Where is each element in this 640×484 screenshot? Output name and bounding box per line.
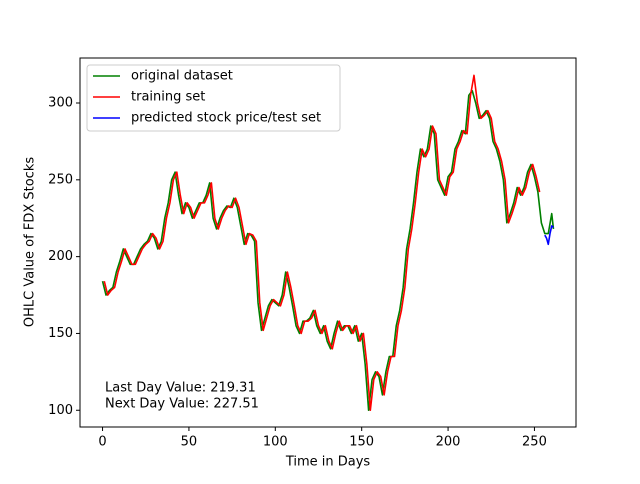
series-line [544, 225, 554, 246]
x-tick-label: 150 [349, 435, 374, 450]
x-tick-label: 50 [181, 435, 198, 450]
x-axis-label: Time in Days [285, 455, 371, 470]
y-tick-label: 300 [48, 96, 73, 111]
legend-label: original dataset [131, 69, 233, 84]
legend-label: training set [131, 90, 205, 105]
y-tick-label: 150 [48, 326, 73, 341]
y-tick-label: 250 [48, 172, 73, 187]
series-line [103, 74, 541, 412]
x-tick-label: 100 [263, 435, 288, 450]
x-tick-label: 0 [98, 435, 106, 450]
annotation: Next Day Value: 227.51 [105, 397, 259, 412]
y-tick-label: 200 [48, 249, 73, 264]
legend-box [86, 64, 341, 132]
legend-label: predicted stock price/test set [131, 111, 321, 126]
x-tick-label: 250 [522, 435, 547, 450]
y-axis-label: OHLC Value of FDX Stocks [23, 157, 38, 327]
x-tick-label: 200 [436, 435, 461, 450]
annotation: Last Day Value: 219.31 [105, 381, 256, 396]
plot-frame [79, 57, 577, 428]
y-tick-label: 100 [48, 403, 73, 418]
series-line [101, 89, 555, 412]
